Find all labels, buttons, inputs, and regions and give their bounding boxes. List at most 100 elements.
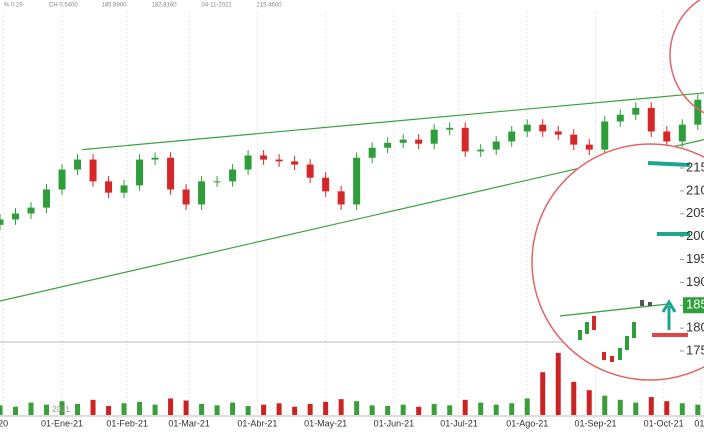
- candle-body: [446, 127, 454, 130]
- volume-bar: [648, 397, 654, 415]
- candle-body: [337, 191, 345, 205]
- volume-bar: [292, 406, 298, 415]
- candle-body: [58, 169, 66, 190]
- zoom-tick-label: 190: [686, 274, 704, 289]
- zoom-tick-label: 195: [686, 251, 704, 266]
- candle-body: [523, 124, 531, 132]
- candle-body: [136, 159, 144, 186]
- volume-bar: [90, 399, 96, 415]
- zoom-candle: [602, 352, 606, 360]
- candle-body: [322, 177, 330, 192]
- candle-body: [89, 159, 97, 182]
- zoom-candles: [578, 300, 652, 362]
- candle-body: [384, 142, 392, 148]
- header-item: 185.8900: [102, 3, 128, 9]
- zoom-candle: [648, 302, 652, 306]
- volume-bar: [261, 404, 267, 415]
- candle-body: [244, 155, 252, 170]
- year-label: 2021: [52, 405, 70, 414]
- header-item: 215.4600: [257, 3, 283, 9]
- x-tick-label: 01-Oct-21: [644, 418, 684, 428]
- candle-body: [291, 161, 299, 165]
- candle-body: [353, 157, 361, 205]
- zoom-candle: [625, 336, 629, 350]
- volume-bar: [28, 402, 34, 415]
- volume-bar: [121, 403, 127, 415]
- volume-bar: [586, 390, 592, 415]
- volume-bar: [230, 402, 236, 415]
- volume-bar: [152, 404, 158, 415]
- candle-body: [663, 131, 671, 142]
- volume-bar: [59, 401, 65, 415]
- zoom-tick-label: 180: [686, 320, 704, 335]
- header-item: % 0.29: [4, 3, 23, 9]
- zoom-candle: [632, 322, 636, 338]
- zoom-tick-label: 215: [686, 159, 704, 174]
- volume-panel: [0, 352, 701, 415]
- candle-body: [229, 169, 237, 182]
- volume-bar: [0, 405, 3, 415]
- zoom-candle: [610, 356, 614, 362]
- zoom-circle: [531, 143, 704, 381]
- candle-body: [182, 189, 190, 205]
- candle-body: [492, 141, 500, 150]
- volume-bar: [354, 401, 360, 415]
- candle-body: [260, 155, 268, 160]
- volume-bar: [447, 405, 453, 415]
- volume-bar: [400, 404, 406, 415]
- volume-bar: [338, 399, 344, 415]
- volume-bar: [462, 399, 468, 415]
- header: % 0.29 CH 0.5400 185.8900 182.8160 04-11-202…: [4, 3, 282, 9]
- volume-bar: [524, 398, 530, 415]
- zoom-tick-label: 205: [686, 205, 704, 220]
- candle-body: [508, 131, 516, 142]
- x-tick-label: 01-Ago-21: [506, 418, 548, 428]
- candle-body: [198, 181, 206, 205]
- candle-body: [27, 207, 35, 214]
- highlight-circle: [669, 0, 704, 114]
- candle-body: [120, 185, 128, 193]
- candles: [0, 94, 702, 231]
- candle-body: [151, 157, 159, 160]
- candle-body: [415, 139, 423, 144]
- candle-body: [616, 114, 624, 122]
- zoom-axis: 215 210 205 200 195 190 185 180 175: [680, 159, 704, 357]
- volume-bar: [555, 352, 561, 415]
- candle-body: [601, 121, 609, 150]
- price-highlight: [683, 297, 704, 314]
- candle-body: [275, 159, 283, 162]
- candle-body: [43, 189, 51, 208]
- candle-body: [585, 144, 593, 150]
- volume-bar: [245, 406, 251, 415]
- candle-body: [477, 149, 485, 152]
- candle-body: [0, 219, 4, 225]
- header-item: 182.8160: [152, 3, 178, 9]
- zoom-candle: [618, 348, 622, 360]
- candle-body: [399, 139, 407, 143]
- candle-body: [105, 181, 113, 193]
- x-tick-label: 01-May-21: [304, 418, 347, 428]
- zoom-candle: [640, 300, 644, 306]
- volume-bar: [307, 403, 313, 415]
- volume-bar: [385, 406, 391, 415]
- candle-body: [570, 134, 578, 145]
- zoom-tick-label: 185: [686, 297, 704, 312]
- volume-bar: [633, 402, 639, 415]
- volume-bar: [416, 406, 422, 415]
- candle-body: [167, 157, 175, 190]
- volume-bar: [478, 402, 484, 415]
- volume-bar: [276, 403, 282, 415]
- volume-bar: [183, 400, 189, 415]
- volume-bar: [199, 403, 205, 415]
- volume-bar: [509, 403, 515, 415]
- x-tick-label: 01-Jun-21: [374, 418, 415, 428]
- candle-body: [213, 181, 221, 183]
- zoom-tick-label: 200: [686, 228, 704, 243]
- volume-bar: [168, 398, 174, 415]
- header-item: CH 0.5400: [49, 3, 78, 9]
- volume-bar: [44, 404, 50, 415]
- x-tick-label: 01-Ene-21: [41, 418, 83, 428]
- volume-bar: [617, 399, 623, 415]
- volume-bar: [602, 395, 608, 415]
